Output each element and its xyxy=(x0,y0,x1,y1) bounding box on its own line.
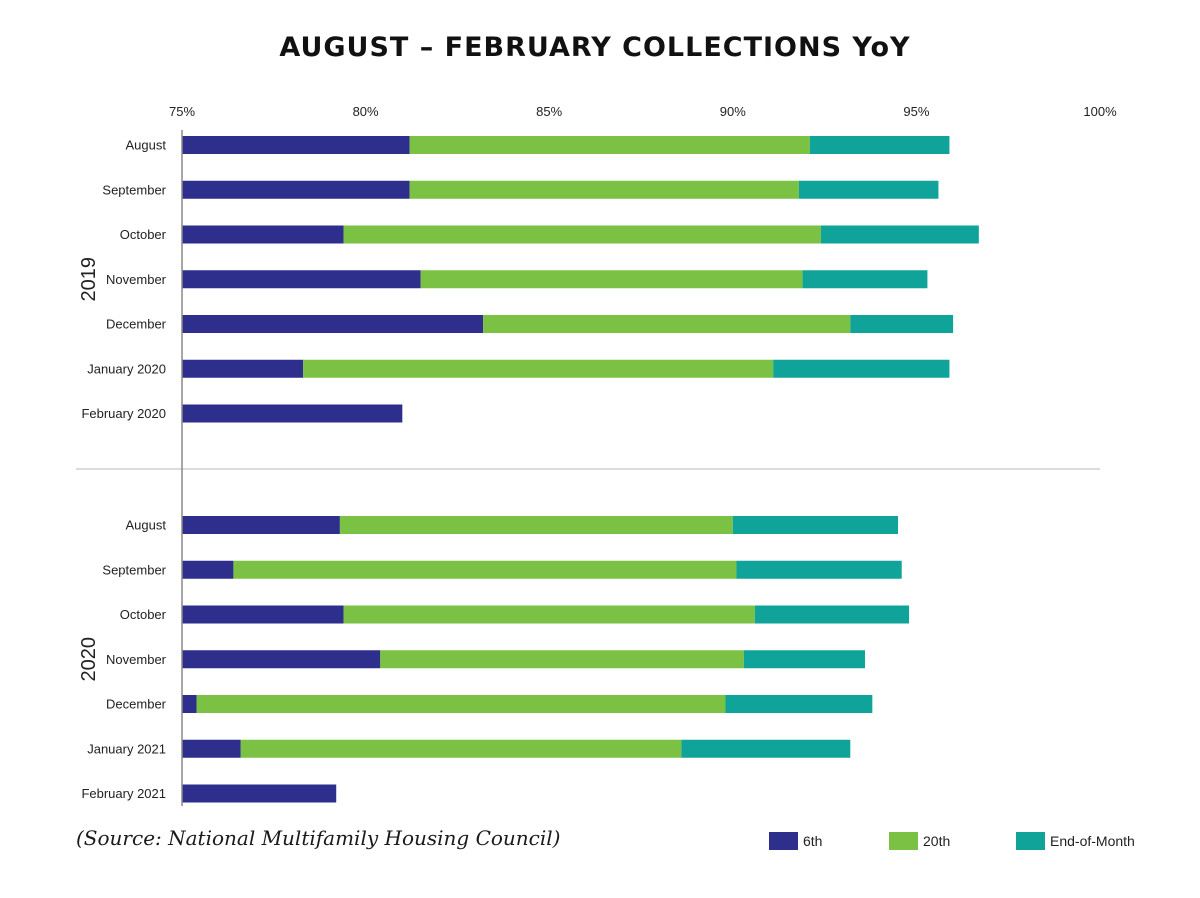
category-label: October xyxy=(120,607,167,622)
bar-6th xyxy=(182,225,344,244)
category-label: January 2020 xyxy=(87,361,166,376)
bar-end-of-month xyxy=(736,560,902,579)
bar-6th xyxy=(182,605,344,624)
bar-20th xyxy=(240,739,682,758)
legend-swatch xyxy=(769,832,798,850)
x-axis-ticks: 75% 80% 85% 90% 95% 100% xyxy=(169,104,1117,119)
category-label: February 2021 xyxy=(81,786,166,801)
bar-6th xyxy=(182,650,381,669)
bar-6th xyxy=(182,315,484,333)
bar-end-of-month xyxy=(681,739,851,758)
bar-end-of-month xyxy=(743,650,865,669)
bar-end-of-month xyxy=(773,359,950,378)
legend-label: 20th xyxy=(923,833,950,849)
bar-end-of-month xyxy=(850,315,954,333)
group-label: 2020 xyxy=(78,637,100,682)
bar-6th xyxy=(182,739,241,758)
bar-end-of-month xyxy=(732,516,899,534)
bar-end-of-month xyxy=(725,695,873,713)
legend: 6th 20th End-of-Month xyxy=(769,832,1135,850)
category-label: September xyxy=(102,182,166,197)
bar-6th xyxy=(182,180,410,199)
bar-end-of-month xyxy=(809,136,950,154)
x-tick-label: 90% xyxy=(720,104,746,119)
source-note: (Source: National Multifamily Housing Co… xyxy=(76,826,561,850)
bar-20th xyxy=(483,315,851,333)
group-label: 2019 xyxy=(78,257,100,302)
bar-20th xyxy=(343,605,755,624)
category-label: August xyxy=(126,518,167,533)
bar-end-of-month xyxy=(798,180,939,199)
bar-6th xyxy=(182,560,234,579)
legend-label: 6th xyxy=(803,833,822,849)
bar-6th xyxy=(182,784,337,803)
x-tick-label: 95% xyxy=(903,104,929,119)
bar-20th xyxy=(409,180,799,199)
bar-end-of-month xyxy=(754,605,910,624)
category-label: August xyxy=(126,138,167,153)
category-label: October xyxy=(120,227,167,242)
x-tick-label: 80% xyxy=(353,104,379,119)
bar-20th xyxy=(303,359,774,378)
category-label: November xyxy=(106,272,167,287)
legend-label: End-of-Month xyxy=(1050,833,1135,849)
category-label: February 2020 xyxy=(81,406,166,421)
bar-20th xyxy=(343,225,821,244)
bar-20th xyxy=(380,650,744,669)
bars xyxy=(182,136,979,803)
category-label: December xyxy=(106,317,167,332)
bar-6th xyxy=(182,136,410,154)
bar-20th xyxy=(196,695,726,713)
bar-20th xyxy=(420,270,803,289)
bar-end-of-month xyxy=(820,225,979,244)
x-tick-label: 100% xyxy=(1083,104,1117,119)
category-label: November xyxy=(106,652,167,667)
chart-title: AUGUST – FEBRUARY COLLECTIONS YoY xyxy=(279,32,911,63)
bar-6th xyxy=(182,359,304,378)
bar-6th xyxy=(182,404,403,423)
bar-20th xyxy=(233,560,737,579)
bar-20th xyxy=(409,136,810,154)
x-tick-label: 75% xyxy=(169,104,195,119)
category-label: January 2021 xyxy=(87,741,166,756)
bar-6th xyxy=(182,695,197,713)
bar-6th xyxy=(182,516,340,534)
bar-6th xyxy=(182,270,421,289)
category-labels: August September October November December Ja… xyxy=(81,138,166,802)
bar-20th xyxy=(339,516,733,534)
category-label: December xyxy=(106,697,167,712)
bar-end-of-month xyxy=(802,270,928,289)
category-label: September xyxy=(102,562,166,577)
legend-swatch xyxy=(1016,832,1045,850)
group-labels: 2019 2020 xyxy=(78,257,100,682)
legend-swatch xyxy=(889,832,918,850)
x-tick-label: 85% xyxy=(536,104,562,119)
